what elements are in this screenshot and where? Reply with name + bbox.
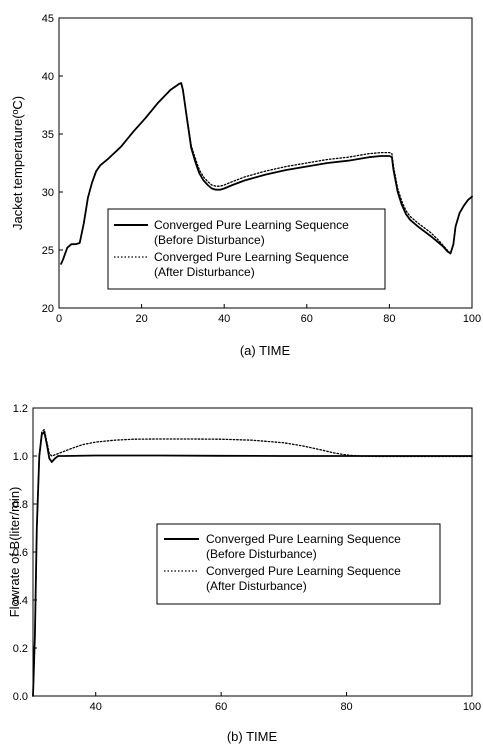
chart-b-y-tick-label: 0.2 [13, 643, 28, 655]
chart-b-legend: Converged Pure Learning Sequence (Before… [156, 523, 441, 605]
chart-a-legend: Converged Pure Learning Sequence (Before… [107, 208, 386, 290]
chart-a-series-line-after [60, 82, 473, 265]
chart-b-y-tick-label: 0.6 [13, 547, 28, 559]
chart-b-y-tick-label: 0.8 [13, 499, 28, 511]
chart-a-x-axis-title: (a) TIME [240, 343, 291, 358]
chart-a-x-tick-label: 60 [301, 313, 313, 325]
chart-b-y-tick-label: 0.4 [13, 595, 28, 607]
chart-b-legend-label-1-sub: (Before Disturbance) [206, 547, 317, 561]
chart-b-y-tick-label: 0.0 [13, 691, 28, 703]
chart-a-series [60, 82, 473, 265]
chart-a-y-tick-label: 45 [42, 13, 54, 25]
chart-b-x-tick-label: 60 [215, 701, 227, 713]
chart-b-y-axis-title: Flowrate of B(liter/min) [7, 487, 22, 618]
chart-a-plot-frame [58, 17, 473, 309]
chart-a-y-tick-label: 30 [42, 187, 54, 199]
chart-a-y-tick-label: 20 [42, 303, 54, 315]
chart-a-y-tick-label: 25 [42, 245, 54, 257]
chart-b-legend-box [156, 523, 441, 605]
chart-a-x-tick-label: 40 [218, 313, 230, 325]
chart-b-y-tick-label: 1.0 [13, 451, 28, 463]
chart-a-x-tick-label: 100 [463, 313, 481, 325]
chart-b-legend-label-2: Converged Pure Learning Sequence [206, 564, 401, 578]
chart-a-legend-label-1-sub: (Before Disturbance) [154, 233, 265, 247]
chart-b-series [32, 428, 473, 697]
chart-b-x-tick-label: 100 [463, 701, 481, 713]
chart-a-y-tick-label: 35 [42, 129, 54, 141]
chart-b-ticks: 40 60 80 100 0.0 0.2 0.4 0.6 0.8 1.0 1.2 [13, 403, 481, 713]
chart-a-x-tick-label: 80 [383, 313, 395, 325]
chart-a-x-tick-label: 20 [135, 313, 147, 325]
chart-a-legend-box [107, 208, 386, 290]
chart-a-legend-label-2-sub: (After Disturbance) [154, 265, 255, 279]
chart-a-y-tick-label: 40 [42, 71, 54, 83]
chart-b-series-line-after [32, 428, 473, 697]
chart-b-x-axis-title: (b) TIME [227, 729, 278, 744]
chart-b-legend-label-1: Converged Pure Learning Sequence [206, 532, 401, 546]
chart-b-legend-label-2-sub: (After Disturbance) [206, 579, 307, 593]
chart-b-x-tick-label: 80 [340, 701, 352, 713]
chart-a-legend-label-2: Converged Pure Learning Sequence [154, 250, 349, 264]
chart-a-y-axis-title: Jacket temperature(ºC) [10, 96, 25, 230]
chart-b-x-tick-label: 40 [90, 701, 102, 713]
chart-a-x-tick-label: 0 [56, 313, 62, 325]
chart-a-legend-label-1: Converged Pure Learning Sequence [154, 218, 349, 232]
chart-b-y-tick-label: 1.2 [13, 403, 28, 415]
